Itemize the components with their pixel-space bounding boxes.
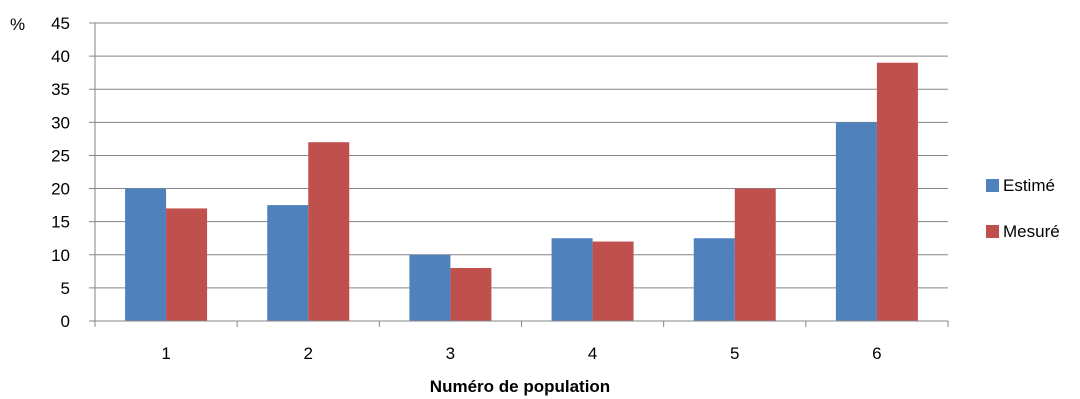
y-axis-unit-label: % [10, 15, 25, 34]
y-tick-label-30: 30 [51, 113, 70, 132]
x-tick-label-2: 2 [304, 344, 313, 363]
x-tick-label-5: 5 [730, 344, 739, 363]
x-axis-title: Numéro de population [430, 377, 610, 396]
x-tick-label-3: 3 [446, 344, 455, 363]
y-tick-label-15: 15 [51, 213, 70, 232]
x-tick-label-6: 6 [872, 344, 881, 363]
bar-mesur--6 [876, 62, 918, 321]
bar-estim--4 [551, 238, 593, 321]
legend-swatch-estim- [986, 179, 999, 192]
x-tick-labels: 1 2 3 4 5 6 [161, 344, 881, 363]
bar-estim--3 [409, 254, 451, 321]
gridlines [95, 22, 948, 289]
y-tick-label-20: 20 [51, 180, 70, 199]
bar-estim--6 [835, 122, 877, 321]
y-tick-label-10: 10 [51, 246, 70, 265]
y-tick-label-25: 25 [51, 146, 70, 165]
bar-mesur--1 [166, 208, 208, 321]
bar-estim--2 [267, 205, 309, 321]
bar-mesur--5 [734, 188, 776, 321]
x-tick-label-1: 1 [161, 344, 170, 363]
legend-label-mesur-: Mesuré [1003, 222, 1060, 241]
y-tick-label-40: 40 [51, 47, 70, 66]
bar-estim--1 [125, 188, 167, 321]
bar-mesur--3 [450, 268, 492, 321]
axes [89, 22, 949, 327]
y-tick-label-5: 5 [61, 279, 70, 298]
legend-label-estim-: Estimé [1003, 176, 1055, 195]
legend-swatch-mesur- [986, 225, 999, 238]
legend: Estimé Mesuré [986, 176, 1060, 241]
bar-estim--5 [693, 238, 735, 321]
bars [125, 62, 918, 321]
y-tick-label-35: 35 [51, 80, 70, 99]
bar-mesur--4 [592, 241, 634, 321]
x-tick-label-4: 4 [588, 344, 597, 363]
bar-mesur--2 [308, 142, 350, 321]
y-tick-labels: 0 5 10 15 20 25 30 35 40 45 [51, 14, 70, 331]
y-tick-label-0: 0 [61, 312, 70, 331]
y-tick-label-45: 45 [51, 14, 70, 33]
